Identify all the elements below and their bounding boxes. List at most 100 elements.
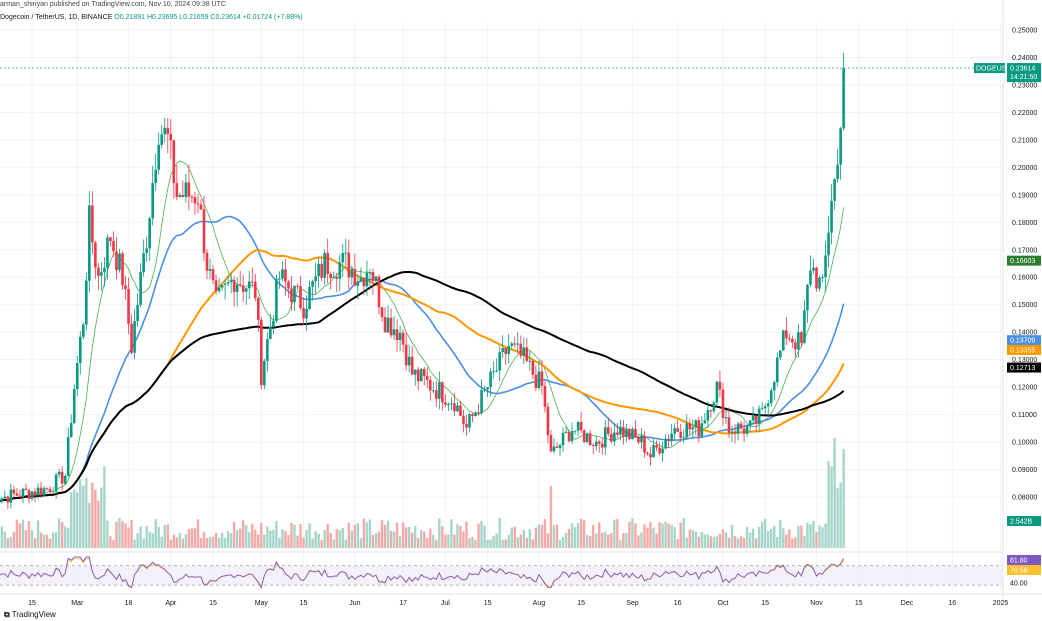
candle-body	[27, 490, 31, 499]
volume-bar	[193, 528, 197, 548]
candle-body	[398, 332, 402, 341]
candle-body	[597, 441, 601, 444]
volume-bar	[468, 537, 471, 548]
candle-body	[199, 204, 203, 210]
volume-bar	[36, 520, 40, 548]
candle-body	[54, 474, 58, 492]
volume-bar	[773, 526, 776, 548]
ma-fast-label: 0.16603	[1010, 258, 1035, 265]
x-tick-label: 15	[484, 600, 492, 607]
candle-body	[78, 336, 82, 363]
x-tick-label: Apr	[165, 600, 177, 607]
volume-bar	[60, 522, 64, 548]
volume-bar	[576, 523, 580, 548]
volume-bar	[109, 536, 112, 548]
candle-body	[631, 428, 634, 440]
candle-body	[377, 276, 381, 308]
volume-bar	[175, 537, 179, 548]
candle-body	[676, 428, 679, 432]
ma-black-badge	[1007, 362, 1041, 373]
volume-bar	[507, 535, 510, 548]
volume-bar	[260, 522, 263, 548]
volume-bar	[767, 531, 770, 548]
volume-bar	[616, 519, 619, 548]
candle-body	[525, 347, 529, 361]
candle-body	[594, 441, 598, 447]
candle-body	[91, 205, 94, 243]
candle-body	[63, 475, 67, 484]
volume-bar	[721, 529, 725, 548]
candle-body	[287, 281, 290, 289]
ma-fast-badge	[1007, 255, 1041, 266]
candle-body	[471, 414, 474, 416]
candle-body	[760, 408, 764, 410]
volume-bar	[305, 530, 308, 548]
candle-body	[537, 371, 541, 389]
volume-bar	[751, 528, 755, 548]
candle-body	[317, 263, 320, 277]
volume-bar	[540, 524, 544, 548]
candle-body	[567, 431, 571, 442]
ma-blue-line	[0, 215, 845, 502]
volume-bar	[296, 535, 299, 548]
candle-body	[211, 269, 215, 281]
candle-body	[226, 282, 230, 284]
volume-bar	[432, 534, 435, 548]
candle-body	[290, 288, 293, 303]
candle-body	[97, 267, 100, 276]
volume-bar	[163, 525, 166, 548]
volume-bar	[39, 532, 43, 548]
candle-body	[145, 248, 148, 254]
candle-body	[459, 405, 462, 416]
candle-body	[842, 68, 845, 129]
candle-body	[739, 423, 743, 429]
candle-body	[582, 430, 586, 443]
volume-bar	[489, 539, 492, 548]
candle-body	[564, 431, 568, 433]
volume-bar	[94, 489, 97, 548]
volume-bar	[631, 518, 634, 548]
volume-bar	[516, 537, 519, 548]
volume-bar	[703, 534, 707, 548]
candle-body	[697, 420, 701, 437]
candle-body	[766, 403, 770, 407]
volume-bar	[229, 533, 233, 548]
volume-bar	[103, 466, 106, 548]
x-tick-label: 15	[300, 600, 308, 607]
volume-bar	[263, 534, 266, 548]
candle-body	[6, 496, 10, 503]
candle-body	[540, 371, 544, 386]
candle-body	[281, 269, 284, 279]
candle-body	[196, 203, 200, 205]
candle-body	[839, 128, 842, 165]
y-tick-label: 0.22000	[1012, 110, 1037, 117]
candle-body	[109, 237, 112, 242]
volume-bar	[582, 520, 586, 548]
volume-bar	[380, 520, 384, 548]
candle-body	[69, 422, 73, 438]
candle-body	[652, 445, 655, 458]
rsi-label: 81.80	[1010, 558, 1028, 565]
candle-body	[247, 281, 251, 289]
y-tick-label: 0.14000	[1012, 330, 1037, 337]
candle-body	[546, 406, 550, 436]
volume-bar	[788, 529, 791, 548]
candle-body	[106, 237, 109, 268]
volume-bar	[73, 489, 76, 548]
volume-bar	[543, 519, 547, 548]
candle-body	[244, 288, 248, 292]
volume-bar	[643, 524, 646, 548]
candle-body	[579, 421, 583, 431]
candle-body	[775, 357, 779, 383]
candle-body	[613, 432, 616, 442]
candle-body	[347, 252, 351, 278]
volume-bar	[91, 482, 94, 548]
volume-bar	[329, 532, 332, 548]
candle-body	[356, 281, 360, 286]
volume-bar	[685, 537, 688, 548]
tradingview-logo[interactable]: ⧉ TradingView	[4, 610, 56, 620]
candle-body	[435, 390, 438, 399]
volume-bar	[821, 527, 824, 548]
candle-body	[794, 342, 797, 350]
